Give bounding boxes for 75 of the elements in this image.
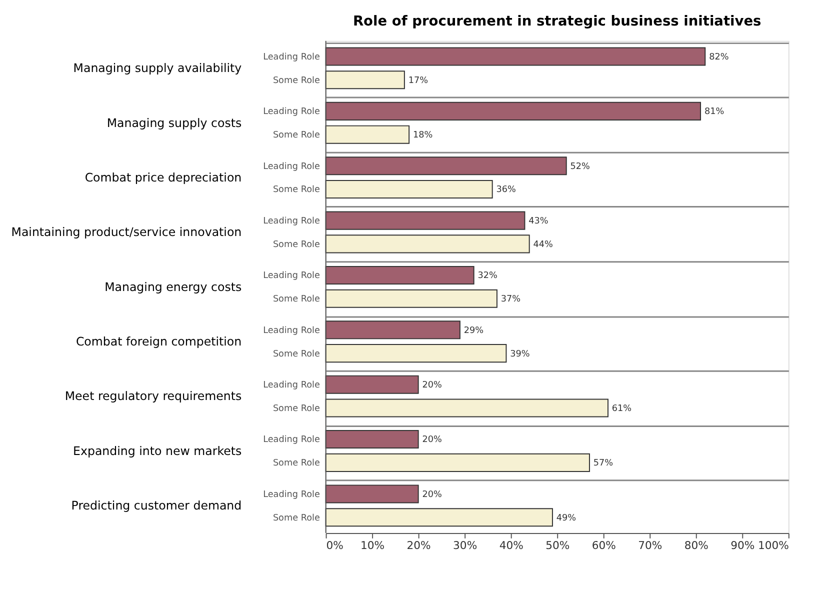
bar [325,484,419,504]
text: Some Role [272,240,320,250]
text: Some Role [272,130,320,141]
bar [325,156,567,176]
bar [325,344,507,363]
bar [325,211,526,230]
data-label: 32% [478,271,498,282]
bar [325,70,405,90]
chart-title: Role of procurement in strategic business initiatives [352,14,762,30]
data-label: 20% [422,490,442,500]
bar [325,398,608,418]
data-label: 29% [464,326,484,336]
data-label: 20% [422,380,442,391]
y-tick-label: Meet regulatory requirements [64,389,242,404]
text: Leading Role [263,107,320,118]
data-label: 44% [533,240,553,250]
x-tick-label: 30% [453,539,478,552]
x-tick-label: 0% [326,539,344,552]
y-tick-label: Predicting customer demand [71,498,242,513]
text: Leading Role [263,435,320,446]
text: Leading Role [263,490,320,500]
y-tick-label: Combat foreign competition [76,334,242,349]
data-label: 52% [570,162,590,172]
y-tick-label: Combat price depreciation [84,170,242,184]
bar [325,125,410,144]
data-label: 39% [510,349,530,360]
bar [325,47,706,66]
text: Some Role [272,513,320,524]
y-tick-label: Expanding into new markets [73,444,242,458]
bar [325,430,419,449]
y-tick-label: Managing supply costs [106,116,242,130]
data-label: 43% [528,216,548,226]
bar [325,266,474,284]
data-label: 20% [422,435,442,446]
text: Leading Role [263,216,320,226]
x-tick-label: 50% [546,539,570,552]
data-label: 37% [500,294,521,305]
data-label: 49% [556,513,576,524]
text: Leading Role [263,271,320,282]
y-tick-label: Maintaining product/service innovation [11,225,242,240]
x-tick-label: 40% [499,539,524,552]
data-label: 17% [408,76,428,86]
text: Leading Role [263,326,320,336]
x-tick-label: 80% [684,539,708,552]
data-label: 82% [709,52,729,62]
bar [325,102,702,120]
bar [325,508,553,527]
bar [325,453,590,472]
data-label: 18% [413,130,433,141]
x-tick-label: 90% [730,539,755,552]
y-tick-label: Managing supply availability [73,61,242,76]
data-label: 36% [496,185,516,196]
x-tick-label: 70% [638,539,662,552]
text: Some Role [272,294,320,305]
bar [325,320,460,340]
x-tick-label: 20% [406,539,431,552]
text: Some Role [272,404,320,414]
text: Some Role [272,349,320,360]
text: Some Role [272,458,320,469]
text: Leading Role [263,162,320,172]
x-tick-label: 10% [360,539,385,552]
text: Leading Role [263,380,320,391]
bar [325,375,419,394]
x-tick-label: 100% [758,539,789,552]
data-label: 57% [593,458,614,469]
data-label: 61% [612,404,632,414]
x-tick-label: 60% [592,539,616,552]
text: Some Role [272,185,320,196]
y-tick-label: Managing energy costs [104,280,242,294]
data-label: 81% [704,107,724,118]
series-label: Some Role [272,76,320,86]
bar [325,180,493,199]
bar [325,234,530,254]
bar [325,289,498,308]
series-label: Leading Role [263,52,320,62]
